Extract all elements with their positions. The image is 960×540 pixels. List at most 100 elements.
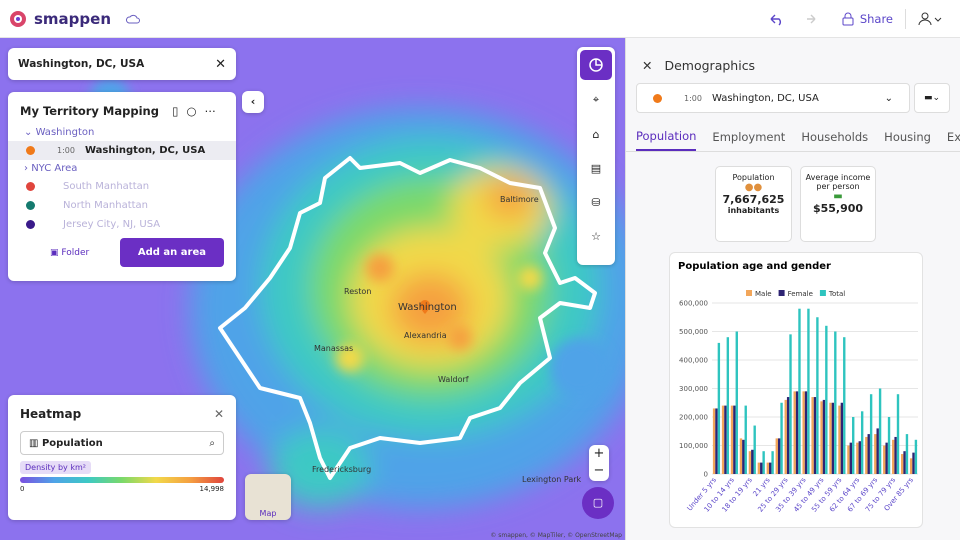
city-label: Manassas	[314, 344, 353, 353]
tool-report[interactable]: ▤	[590, 161, 602, 175]
city-label: Lexington Park	[522, 475, 582, 484]
legend-label: Female	[788, 290, 813, 298]
heat-layer	[190, 108, 625, 508]
bar	[715, 408, 718, 474]
bar	[712, 408, 716, 474]
area-row[interactable]: Jersey City, NJ, USA	[8, 215, 236, 234]
account-menu[interactable]	[918, 11, 944, 27]
zoom-control[interactable]: + −	[589, 445, 609, 481]
tab[interactable]: Employment	[712, 130, 786, 144]
bar	[852, 417, 855, 474]
panel-title: My Territory Mapping	[20, 104, 159, 118]
tab[interactable]: Housing	[884, 130, 931, 144]
folder-label: Folder	[61, 247, 90, 258]
bar	[856, 442, 859, 474]
bar	[869, 394, 873, 474]
area-row[interactable]: South Manhattan	[8, 177, 236, 196]
tool-demographics[interactable]	[580, 50, 612, 80]
add-area-button[interactable]: Add an area	[119, 238, 224, 267]
scale-min: 0	[20, 485, 25, 493]
bar	[820, 401, 823, 474]
area-row[interactable]: North Manhattan	[8, 196, 236, 215]
y-tick-label: 400,000	[679, 357, 708, 365]
bar	[766, 462, 770, 474]
tool-favorites[interactable]: ☆	[591, 229, 601, 243]
bar	[730, 405, 734, 474]
bar	[771, 451, 774, 474]
bar	[816, 317, 819, 474]
demographics-panel: ✕ Demographics 1:00 Washington, DC, USA ⌄ ▬…	[625, 38, 960, 540]
close-button[interactable]: ✕	[213, 407, 224, 421]
area-name: North Manhattan	[63, 200, 149, 211]
stat-card: Average income per person ▬ $55,900	[800, 166, 876, 242]
chart-title: Population age and gender	[678, 261, 831, 272]
lock-icon	[842, 12, 854, 25]
bar	[834, 331, 837, 474]
bar	[811, 397, 814, 474]
tool-data[interactable]: ⛁	[591, 195, 601, 209]
location-pin[interactable]	[420, 300, 430, 314]
bar	[847, 445, 850, 474]
bar	[753, 425, 756, 474]
stat-value: $55,900	[812, 202, 864, 215]
tool-institutions[interactable]: ⌂	[592, 127, 600, 141]
undo-redo[interactable]	[767, 11, 827, 27]
bar	[742, 439, 745, 474]
stat-unit: inhabitants	[727, 206, 780, 215]
city-label: Alexandria	[404, 331, 447, 340]
bar	[807, 308, 810, 474]
bar	[717, 342, 721, 474]
y-tick-label: 0	[704, 471, 708, 479]
close-button[interactable]: ✕	[642, 58, 653, 73]
divider	[905, 8, 906, 29]
panel-actions[interactable]: ▯○⋯	[172, 104, 224, 118]
bar	[914, 439, 918, 474]
city-label: Waldorf	[438, 375, 469, 384]
bar	[739, 438, 743, 474]
share-button[interactable]: Share	[841, 12, 893, 26]
search-box[interactable]: Washington, DC, USA ✕	[8, 48, 236, 80]
tab[interactable]: Households	[801, 130, 869, 144]
tabs: Population Employment Households Housing…	[626, 113, 960, 152]
search-query: Washington, DC, USA	[18, 58, 145, 70]
bar	[887, 417, 891, 474]
folder-button[interactable]: ▣ Folder	[50, 247, 90, 258]
area-select[interactable]: 1:00 Washington, DC, USA ⌄	[636, 83, 910, 113]
cloud-icon	[125, 14, 140, 23]
panel-header: ✕ Demographics	[626, 38, 960, 83]
area-name: Washington, DC, USA	[84, 145, 206, 156]
layer-select[interactable]: ▥ Population ⌕	[20, 431, 224, 455]
bar	[896, 394, 900, 474]
bar	[878, 388, 882, 474]
bar	[829, 402, 832, 474]
bar	[802, 391, 805, 474]
bar	[858, 441, 861, 474]
area-time: 1:00	[57, 146, 75, 155]
y-tick-label: 300,000	[679, 385, 708, 393]
collapse-button[interactable]: ‹	[242, 91, 264, 113]
area-row[interactable]: 1:00 Washington, DC, USA	[8, 141, 236, 160]
bar	[780, 402, 783, 474]
tab[interactable]: Export	[946, 130, 960, 144]
country-select[interactable]: ▬⌄	[914, 83, 950, 113]
bar	[822, 399, 826, 474]
bar	[726, 337, 730, 474]
legend-label: Male	[755, 290, 772, 298]
legend-swatch	[778, 290, 785, 296]
territory-boundary	[218, 156, 597, 480]
chat-button[interactable]: ▢	[582, 487, 614, 519]
tab[interactable]: Population	[636, 129, 697, 151]
basemap-toggle[interactable]: Map	[245, 474, 291, 520]
tool-poi[interactable]: ⌖	[592, 93, 600, 106]
stat-card: Population ●● 7,667,625 inhabitants	[715, 166, 792, 242]
bar	[769, 462, 772, 474]
clear-button[interactable]: ✕	[215, 56, 226, 72]
bar	[760, 462, 763, 474]
bar	[825, 325, 828, 474]
bar	[777, 438, 781, 474]
group-label: NYC Area	[31, 163, 78, 174]
stat-label: Average income per person	[805, 173, 871, 191]
bar	[721, 405, 725, 474]
area-name: Jersey City, NJ, USA	[63, 219, 161, 230]
